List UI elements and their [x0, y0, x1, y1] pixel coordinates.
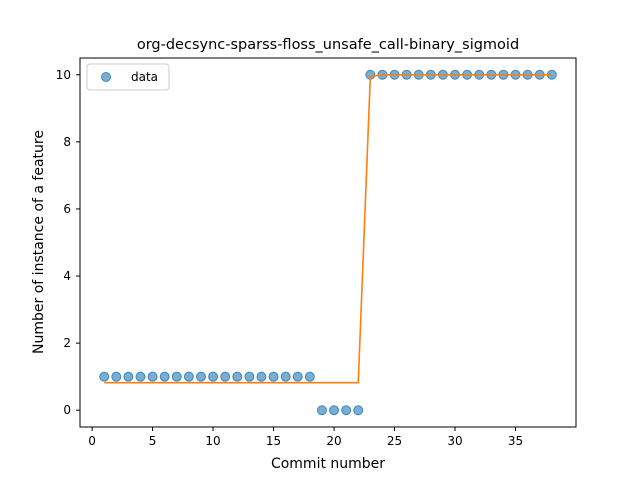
legend: data	[86, 63, 170, 91]
data-point	[111, 371, 122, 382]
y-tick-label: 8	[63, 135, 71, 149]
x-axis: 0 5 10 15 20 25 30 35	[88, 427, 523, 448]
x-tick-label: 5	[149, 434, 157, 448]
data-point	[171, 371, 182, 382]
data-point	[123, 371, 134, 382]
plot-frame	[79, 57, 577, 428]
data-point	[159, 371, 170, 382]
x-tick-label: 35	[508, 434, 523, 448]
data-point	[341, 405, 352, 416]
y-tick-label: 4	[63, 269, 71, 283]
fit-line	[104, 73, 552, 384]
x-tick-label: 30	[447, 434, 462, 448]
data-point	[268, 371, 279, 382]
data-point	[135, 371, 146, 382]
y-tick-label: 10	[56, 68, 71, 82]
legend-marker	[101, 72, 111, 82]
x-tick-label: 0	[88, 434, 96, 448]
data-point	[244, 371, 255, 382]
x-tick-label: 15	[266, 434, 281, 448]
y-axis: 0 2 4 6 8 10	[56, 68, 80, 417]
data-point	[292, 371, 303, 382]
x-axis-label: Commit number	[271, 456, 385, 472]
data-point	[220, 371, 231, 382]
data-point	[147, 371, 158, 382]
data-point	[232, 371, 243, 382]
y-tick-label: 6	[63, 202, 71, 216]
data-point	[316, 405, 327, 416]
data-point	[208, 371, 219, 382]
data-point	[183, 371, 194, 382]
data-point	[280, 371, 291, 382]
data-point	[353, 405, 364, 416]
data-point	[256, 371, 267, 382]
x-tick-label: 20	[326, 434, 341, 448]
plot-area	[99, 69, 557, 416]
chart-title: org-decsync-sparss-floss_unsafe_call-bin…	[137, 37, 519, 53]
legend-box	[86, 63, 170, 91]
x-tick-label: 25	[387, 434, 402, 448]
data-point	[304, 371, 315, 382]
y-tick-label: 2	[63, 336, 71, 350]
y-axis-label: Number of instance of a feature	[31, 130, 47, 354]
data-point	[195, 371, 206, 382]
legend-label: data	[131, 70, 158, 84]
x-tick-label: 10	[205, 434, 220, 448]
data-point	[99, 371, 110, 382]
data-point	[329, 405, 340, 416]
y-tick-label: 0	[63, 403, 71, 417]
